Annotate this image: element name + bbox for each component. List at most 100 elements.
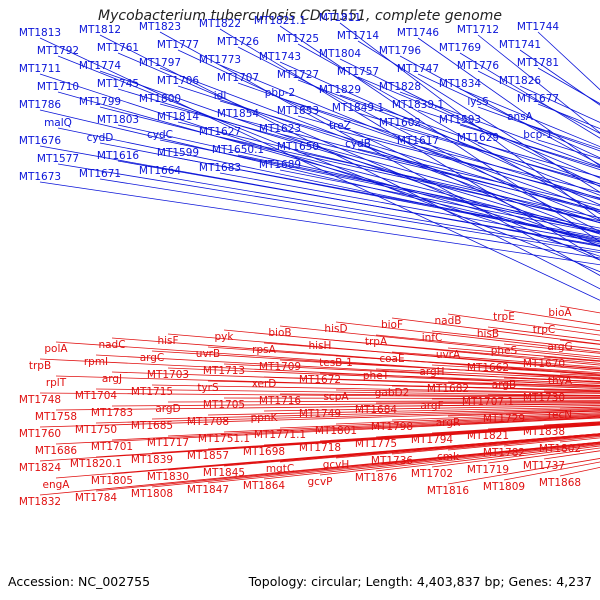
reverse-label-line xyxy=(487,421,600,430)
forward-label-line xyxy=(57,127,600,241)
forward-label-line xyxy=(237,154,600,229)
forward-gene-label: MT1664 xyxy=(139,165,182,177)
reverse-gene-label: engA xyxy=(43,479,71,491)
forward-label-line xyxy=(459,88,600,148)
reverse-gene-label: MT1703 xyxy=(147,369,189,381)
accession-text: Accession: NC_002755 xyxy=(8,574,151,589)
reverse-gene-label: scpA xyxy=(323,391,349,403)
reverse-label-line xyxy=(319,403,600,408)
reverse-gene-label: MT1805 xyxy=(91,475,133,487)
forward-gene-label: MT1796 xyxy=(379,45,422,57)
reverse-gene-label: MT1716 xyxy=(259,395,302,407)
forward-label-line xyxy=(177,121,600,223)
forward-gene-label: MT1823 xyxy=(139,21,181,33)
reverse-gene-label: MT1784 xyxy=(75,492,118,504)
forward-label-line xyxy=(99,178,600,259)
reverse-label-line xyxy=(39,410,600,428)
forward-label-line xyxy=(297,115,600,201)
reverse-gene-label: MT1718 xyxy=(299,442,341,454)
reverse-gene-label: MT1816 xyxy=(427,485,470,497)
reverse-gene-label: pheT xyxy=(363,370,390,382)
reverse-gene-label: MT1838 xyxy=(523,426,565,438)
reverse-gene-label: MT1736 xyxy=(371,455,414,467)
reverse-label-line xyxy=(263,376,600,388)
forward-label-line xyxy=(357,76,600,179)
reverse-gene-label: trpB xyxy=(29,360,51,372)
forward-gene-label: MT1677 xyxy=(517,93,559,105)
reverse-label-line xyxy=(319,443,600,476)
reverse-label-line xyxy=(375,400,600,404)
forward-gene-label: MT1710 xyxy=(37,81,79,93)
reverse-gene-label: hisH xyxy=(309,340,332,352)
reverse-gene-label: MT1702 xyxy=(411,468,453,480)
reverse-gene-label: MT1708 xyxy=(187,416,229,428)
reverse-gene-label: MT1830 xyxy=(147,471,189,483)
reverse-gene-label: MT1682 xyxy=(427,383,469,395)
reverse-gene-label: MT1771.1 xyxy=(254,429,306,441)
reverse-label-line xyxy=(447,347,600,362)
reverse-label-line xyxy=(223,363,600,383)
reverse-label-line xyxy=(39,441,600,496)
reverse-gene-label: trpE xyxy=(493,311,515,323)
reverse-gene-label: argJ xyxy=(102,373,122,385)
reverse-gene-label: MT1801 xyxy=(315,425,357,437)
reverse-gene-label: MT1670 xyxy=(523,358,565,370)
reverse-label-line xyxy=(447,458,600,485)
reverse-gene-label: MT1868 xyxy=(539,477,581,489)
forward-gene-label: MT1829 xyxy=(319,84,361,96)
reverse-label-line xyxy=(55,417,600,445)
forward-label-line xyxy=(357,148,600,207)
reverse-label-line xyxy=(431,364,600,375)
reverse-gene-label: argF xyxy=(420,400,443,412)
forward-gene-label: cydB xyxy=(345,138,371,150)
reverse-label-line xyxy=(543,450,600,460)
forward-gene-label: idi xyxy=(214,90,227,102)
reverse-label-line xyxy=(375,444,600,472)
reverse-label-line xyxy=(335,321,600,353)
reverse-gene-label: MT1808 xyxy=(131,488,173,500)
forward-gene-label: MT1769 xyxy=(439,42,481,54)
forward-gene-label: MT1774 xyxy=(79,60,122,72)
forward-gene-label: MT1813 xyxy=(19,27,61,39)
forward-gene-label: MT1792 xyxy=(37,45,79,57)
forward-label-line xyxy=(519,49,600,106)
reverse-label-line xyxy=(263,342,600,370)
forward-label-line xyxy=(279,97,600,200)
forward-label-line xyxy=(159,31,600,276)
forward-label-line xyxy=(219,136,600,222)
reverse-gene-label: trpC xyxy=(533,324,555,336)
reverse-gene-label: MT1684 xyxy=(355,404,398,416)
forward-gene-label: MT1849.1 xyxy=(332,102,384,114)
reverse-label-line xyxy=(207,441,600,484)
forward-label-line xyxy=(279,61,600,206)
forward-label-line xyxy=(99,70,600,247)
reverse-gene-label: MT1845 xyxy=(203,467,245,479)
reverse-gene-label: polA xyxy=(44,343,68,355)
reverse-gene-label: MT1737 xyxy=(523,460,565,472)
forward-gene-label: MT1839.1 xyxy=(392,99,444,111)
reverse-gene-label: MT1698 xyxy=(243,446,285,458)
forward-gene-label: MT1814 xyxy=(157,111,200,123)
reverse-label-line xyxy=(447,313,600,336)
reverse-gene-label: tyrS xyxy=(197,382,219,394)
reverse-label-line xyxy=(487,447,600,464)
forward-gene-label: cydD xyxy=(87,132,114,144)
forward-label-line xyxy=(339,22,600,220)
forward-gene-label: MT1577 xyxy=(37,153,79,165)
reverse-label-line xyxy=(335,355,600,374)
forward-gene-label: MT1602 xyxy=(379,117,421,129)
reverse-gene-label: infC xyxy=(422,332,443,344)
reverse-label-line xyxy=(391,351,600,368)
reverse-gene-label: xerD xyxy=(252,378,277,390)
reverse-gene-label: trpA xyxy=(365,336,388,348)
reverse-gene-label: pheS xyxy=(491,345,518,357)
reverse-label-line xyxy=(335,433,600,459)
forward-gene-label: MT1826 xyxy=(499,75,542,87)
forward-label-line xyxy=(399,91,600,168)
reverse-label-line xyxy=(39,358,600,387)
reverse-label-line xyxy=(279,414,600,429)
forward-label-line xyxy=(537,31,600,91)
forward-label-line xyxy=(237,82,600,211)
forward-label-line xyxy=(39,109,600,243)
reverse-gene-label: MT1775 xyxy=(355,438,397,450)
